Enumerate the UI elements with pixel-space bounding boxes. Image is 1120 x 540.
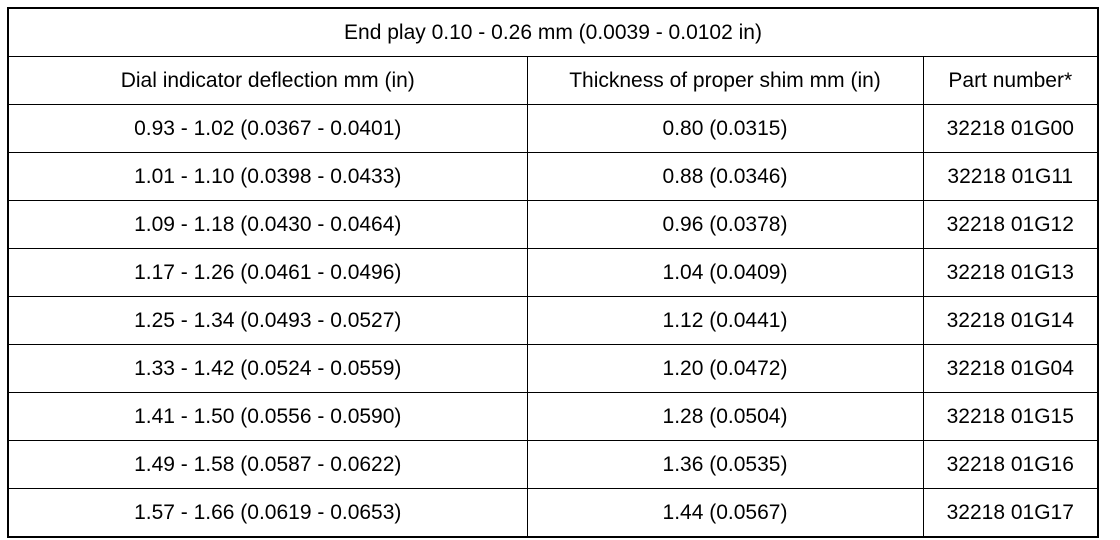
data-cell: 32218 01G16: [922, 440, 1099, 489]
data-cell: 1.12 (0.0441): [526, 296, 924, 345]
data-cell: 32218 01G17: [922, 488, 1099, 538]
data-cell: 0.80 (0.0315): [526, 104, 924, 153]
data-cell: 1.41 - 1.50 (0.0556 - 0.0590): [7, 392, 528, 441]
data-row: 1.01 - 1.10 (0.0398 - 0.0433) 0.88 (0.034…: [7, 152, 1099, 201]
data-cell: 0.93 - 1.02 (0.0367 - 0.0401): [7, 104, 528, 153]
data-cell: 1.04 (0.0409): [526, 248, 924, 297]
data-row: 1.41 - 1.50 (0.0556 - 0.0590) 1.28 (0.050…: [7, 392, 1099, 441]
data-cell: 1.09 - 1.18 (0.0430 - 0.0464): [7, 200, 528, 249]
data-cell: 1.20 (0.0472): [526, 344, 924, 393]
data-cell: 32218 01G04: [922, 344, 1099, 393]
data-row: 1.57 - 1.66 (0.0619 - 0.0653) 1.44 (0.056…: [7, 488, 1099, 538]
data-cell: 32218 01G14: [922, 296, 1099, 345]
data-cell: 1.44 (0.0567): [526, 488, 924, 538]
data-cell: 0.88 (0.0346): [526, 152, 924, 201]
data-cell: 1.57 - 1.66 (0.0619 - 0.0653): [7, 488, 528, 538]
data-cell: 0.96 (0.0378): [526, 200, 924, 249]
table-title: End play 0.10 - 0.26 mm (0.0039 - 0.0102…: [7, 7, 1099, 57]
data-cell: 32218 01G15: [922, 392, 1099, 441]
data-row: 1.33 - 1.42 (0.0524 - 0.0559) 1.20 (0.047…: [7, 344, 1099, 393]
data-cell: 1.28 (0.0504): [526, 392, 924, 441]
data-row: 1.09 - 1.18 (0.0430 - 0.0464) 0.96 (0.037…: [7, 200, 1099, 249]
header-cell: Dial indicator deflection mm (in): [7, 56, 528, 105]
data-cell: 1.17 - 1.26 (0.0461 - 0.0496): [7, 248, 528, 297]
header-row: Dial indicator deflection mm (in) Thickne…: [7, 56, 1099, 105]
title-row: End play 0.10 - 0.26 mm (0.0039 - 0.0102…: [7, 7, 1099, 57]
header-cell: Thickness of proper shim mm (in): [526, 56, 924, 105]
data-cell: 1.33 - 1.42 (0.0524 - 0.0559): [7, 344, 528, 393]
shim-table-container: End play 0.10 - 0.26 mm (0.0039 - 0.0102…: [7, 7, 1100, 538]
data-row: 1.17 - 1.26 (0.0461 - 0.0496) 1.04 (0.040…: [7, 248, 1099, 297]
data-cell: 32218 01G12: [922, 200, 1099, 249]
data-cell: 32218 01G11: [922, 152, 1099, 201]
table-body: End play 0.10 - 0.26 mm (0.0039 - 0.0102…: [7, 7, 1099, 538]
header-cell: Part number*: [922, 56, 1099, 105]
data-cell: 1.36 (0.0535): [526, 440, 924, 489]
data-row: 1.49 - 1.58 (0.0587 - 0.0622) 1.36 (0.053…: [7, 440, 1099, 489]
data-cell: 1.49 - 1.58 (0.0587 - 0.0622): [7, 440, 528, 489]
data-cell: 1.25 - 1.34 (0.0493 - 0.0527): [7, 296, 528, 345]
data-row: 1.25 - 1.34 (0.0493 - 0.0527) 1.12 (0.044…: [7, 296, 1099, 345]
data-cell: 1.01 - 1.10 (0.0398 - 0.0433): [7, 152, 528, 201]
shim-table: End play 0.10 - 0.26 mm (0.0039 - 0.0102…: [7, 7, 1100, 538]
data-row: 0.93 - 1.02 (0.0367 - 0.0401) 0.80 (0.031…: [7, 104, 1099, 153]
data-cell: 32218 01G13: [922, 248, 1099, 297]
data-cell: 32218 01G00: [922, 104, 1099, 153]
